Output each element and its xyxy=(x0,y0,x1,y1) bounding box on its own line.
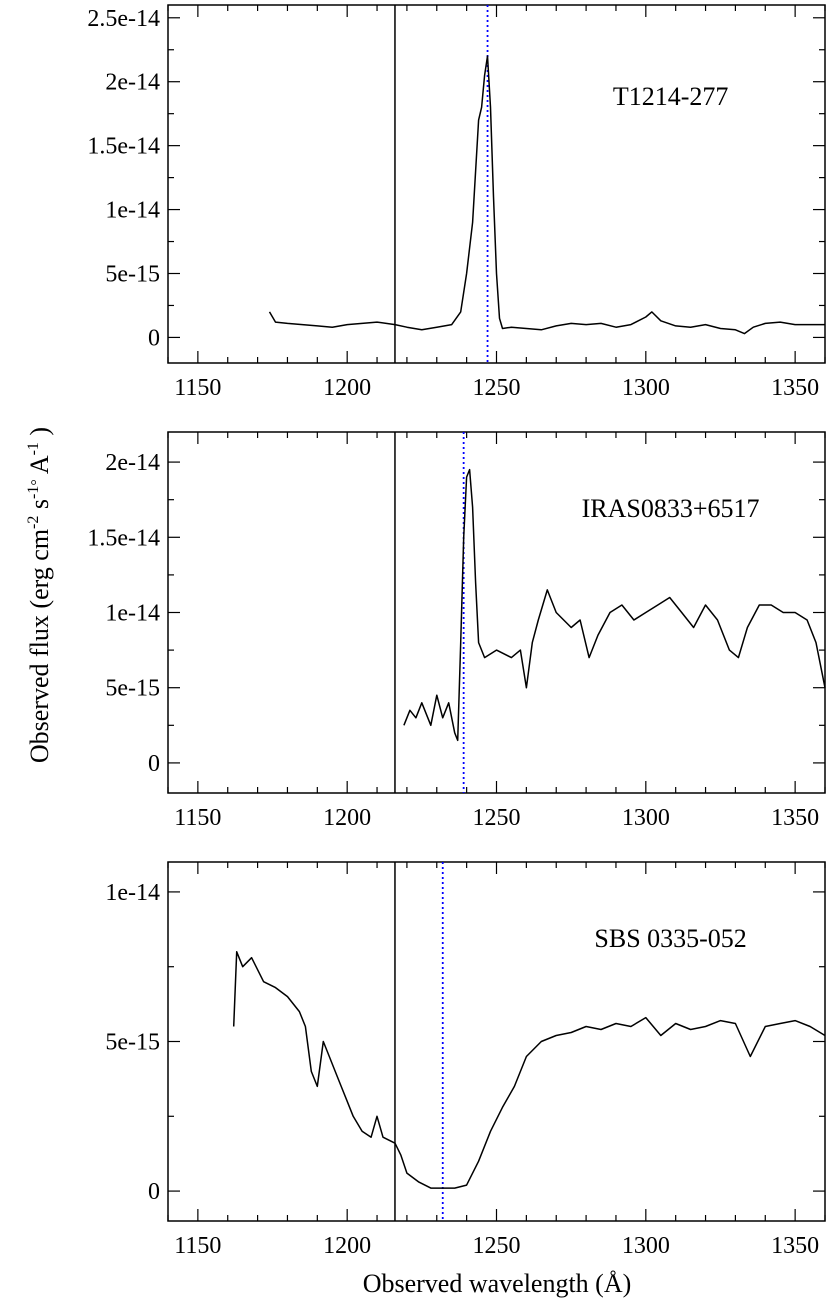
x-tick-label: 1350 xyxy=(771,375,819,401)
x-tick-label: 1200 xyxy=(323,375,371,401)
y-axis-title: Observed flux (erg cm-2 s-1° A-1 ) xyxy=(25,427,54,763)
panel-label: T1214-277 xyxy=(613,82,729,111)
y-tick-label: 0 xyxy=(148,1179,160,1205)
y-tick-label: 2.5e-14 xyxy=(87,6,160,32)
panel-label: IRAS0833+6517 xyxy=(582,494,760,523)
y-tick-label: 2e-14 xyxy=(105,70,160,96)
y-tick-label: 1e-14 xyxy=(105,198,160,224)
x-tick-label: 1250 xyxy=(473,1233,521,1259)
y-tick-label: 5e-15 xyxy=(105,262,160,288)
spectrum-line xyxy=(232,951,826,1189)
spectrum-line xyxy=(268,55,825,335)
x-tick-label: 1150 xyxy=(174,375,221,401)
x-tick-label: 1350 xyxy=(771,1233,819,1259)
spectrum-line xyxy=(403,468,826,742)
y-tick-label: 1.5e-14 xyxy=(87,525,160,551)
panel-2: 1150 1200 1250 1300 1350 0 5e-15 1e-14 1.5e-14 2e… xyxy=(87,431,826,831)
x-tick-label: 1200 xyxy=(323,805,371,831)
x-tick-label: 1250 xyxy=(473,805,521,831)
panel-1: 1150 1200 1250 1300 1350 0 5e-15 1e-14 1.5e-14 2e… xyxy=(87,4,826,401)
x-tick-label: 1300 xyxy=(622,805,670,831)
x-tick-label: 1300 xyxy=(622,1233,670,1259)
plot-frame xyxy=(167,431,826,794)
panels-group: 1150 1200 1250 1300 1350 0 5e-15 1e-14 1.5e-14 2e… xyxy=(87,4,826,1259)
x-tick-label: 1300 xyxy=(622,375,670,401)
x-tick-label: 1150 xyxy=(174,805,221,831)
y-tick-label: 0 xyxy=(148,751,160,777)
x-tick-label: 1250 xyxy=(473,375,521,401)
y-tick-label: 0 xyxy=(148,325,160,351)
y-tick-label: 1e-14 xyxy=(105,601,160,627)
panel-3: 1150 1200 1250 1300 1350 0 5e-15 1e-14 SBS 0335-… xyxy=(105,861,826,1259)
x-tick-label: 1350 xyxy=(771,805,819,831)
y-tick-label: 1.5e-14 xyxy=(87,134,160,160)
y-tick-label: 2e-14 xyxy=(105,450,160,476)
x-axis-title: Observed wavelength (Å) xyxy=(363,1269,632,1298)
y-tick-label: 1e-14 xyxy=(105,880,160,906)
y-tick-label: 5e-15 xyxy=(105,1030,160,1056)
plot-frame xyxy=(167,861,826,1222)
plot-frame xyxy=(167,4,826,364)
x-tick-label: 1200 xyxy=(323,1233,371,1259)
panel-label: SBS 0335-052 xyxy=(594,924,746,953)
y-tick-label: 5e-15 xyxy=(105,676,160,702)
x-tick-label: 1150 xyxy=(174,1233,221,1259)
